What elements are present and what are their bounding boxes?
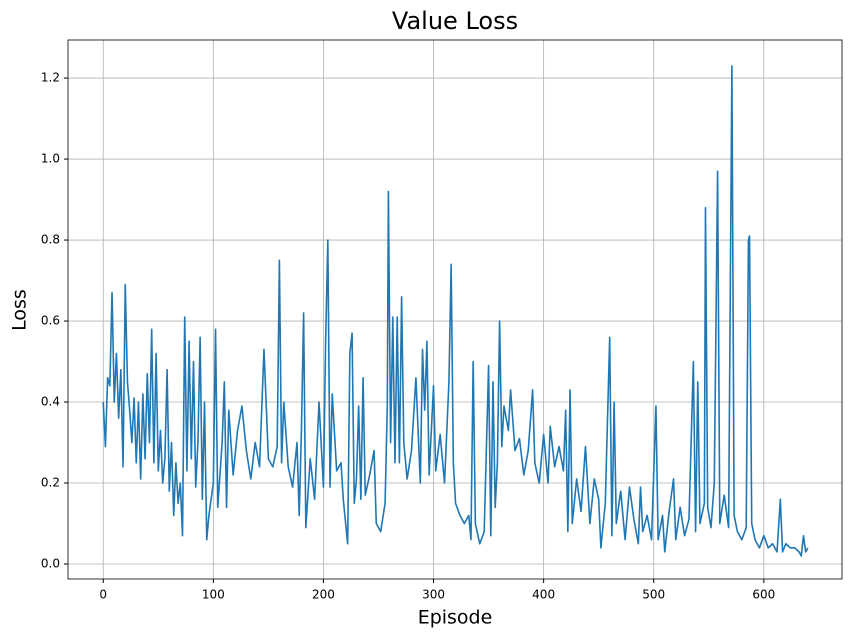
- x-axis-label: Episode: [418, 607, 493, 629]
- y-tick-label: 0.4: [41, 395, 60, 409]
- y-tick-label: 0.0: [41, 557, 60, 571]
- x-tick-label: 600: [752, 588, 775, 602]
- y-tick-label: 0.6: [41, 314, 60, 328]
- x-tick-label: 400: [532, 588, 555, 602]
- x-tick-label: 0: [99, 588, 107, 602]
- y-tick-label: 1.2: [41, 71, 60, 85]
- x-tick-label: 200: [312, 588, 335, 602]
- y-axis-label: Loss: [9, 289, 31, 331]
- x-tick-label: 300: [422, 588, 445, 602]
- y-tick-label: 0.8: [41, 233, 60, 247]
- x-tick-label: 500: [642, 588, 665, 602]
- chart-title: Value Loss: [392, 7, 518, 35]
- plot-frame: [67, 39, 843, 580]
- data-line: [102, 65, 809, 557]
- y-tick-label: 1.0: [41, 152, 60, 166]
- y-tick-label: 0.2: [41, 476, 60, 490]
- x-tick-label: 100: [202, 588, 225, 602]
